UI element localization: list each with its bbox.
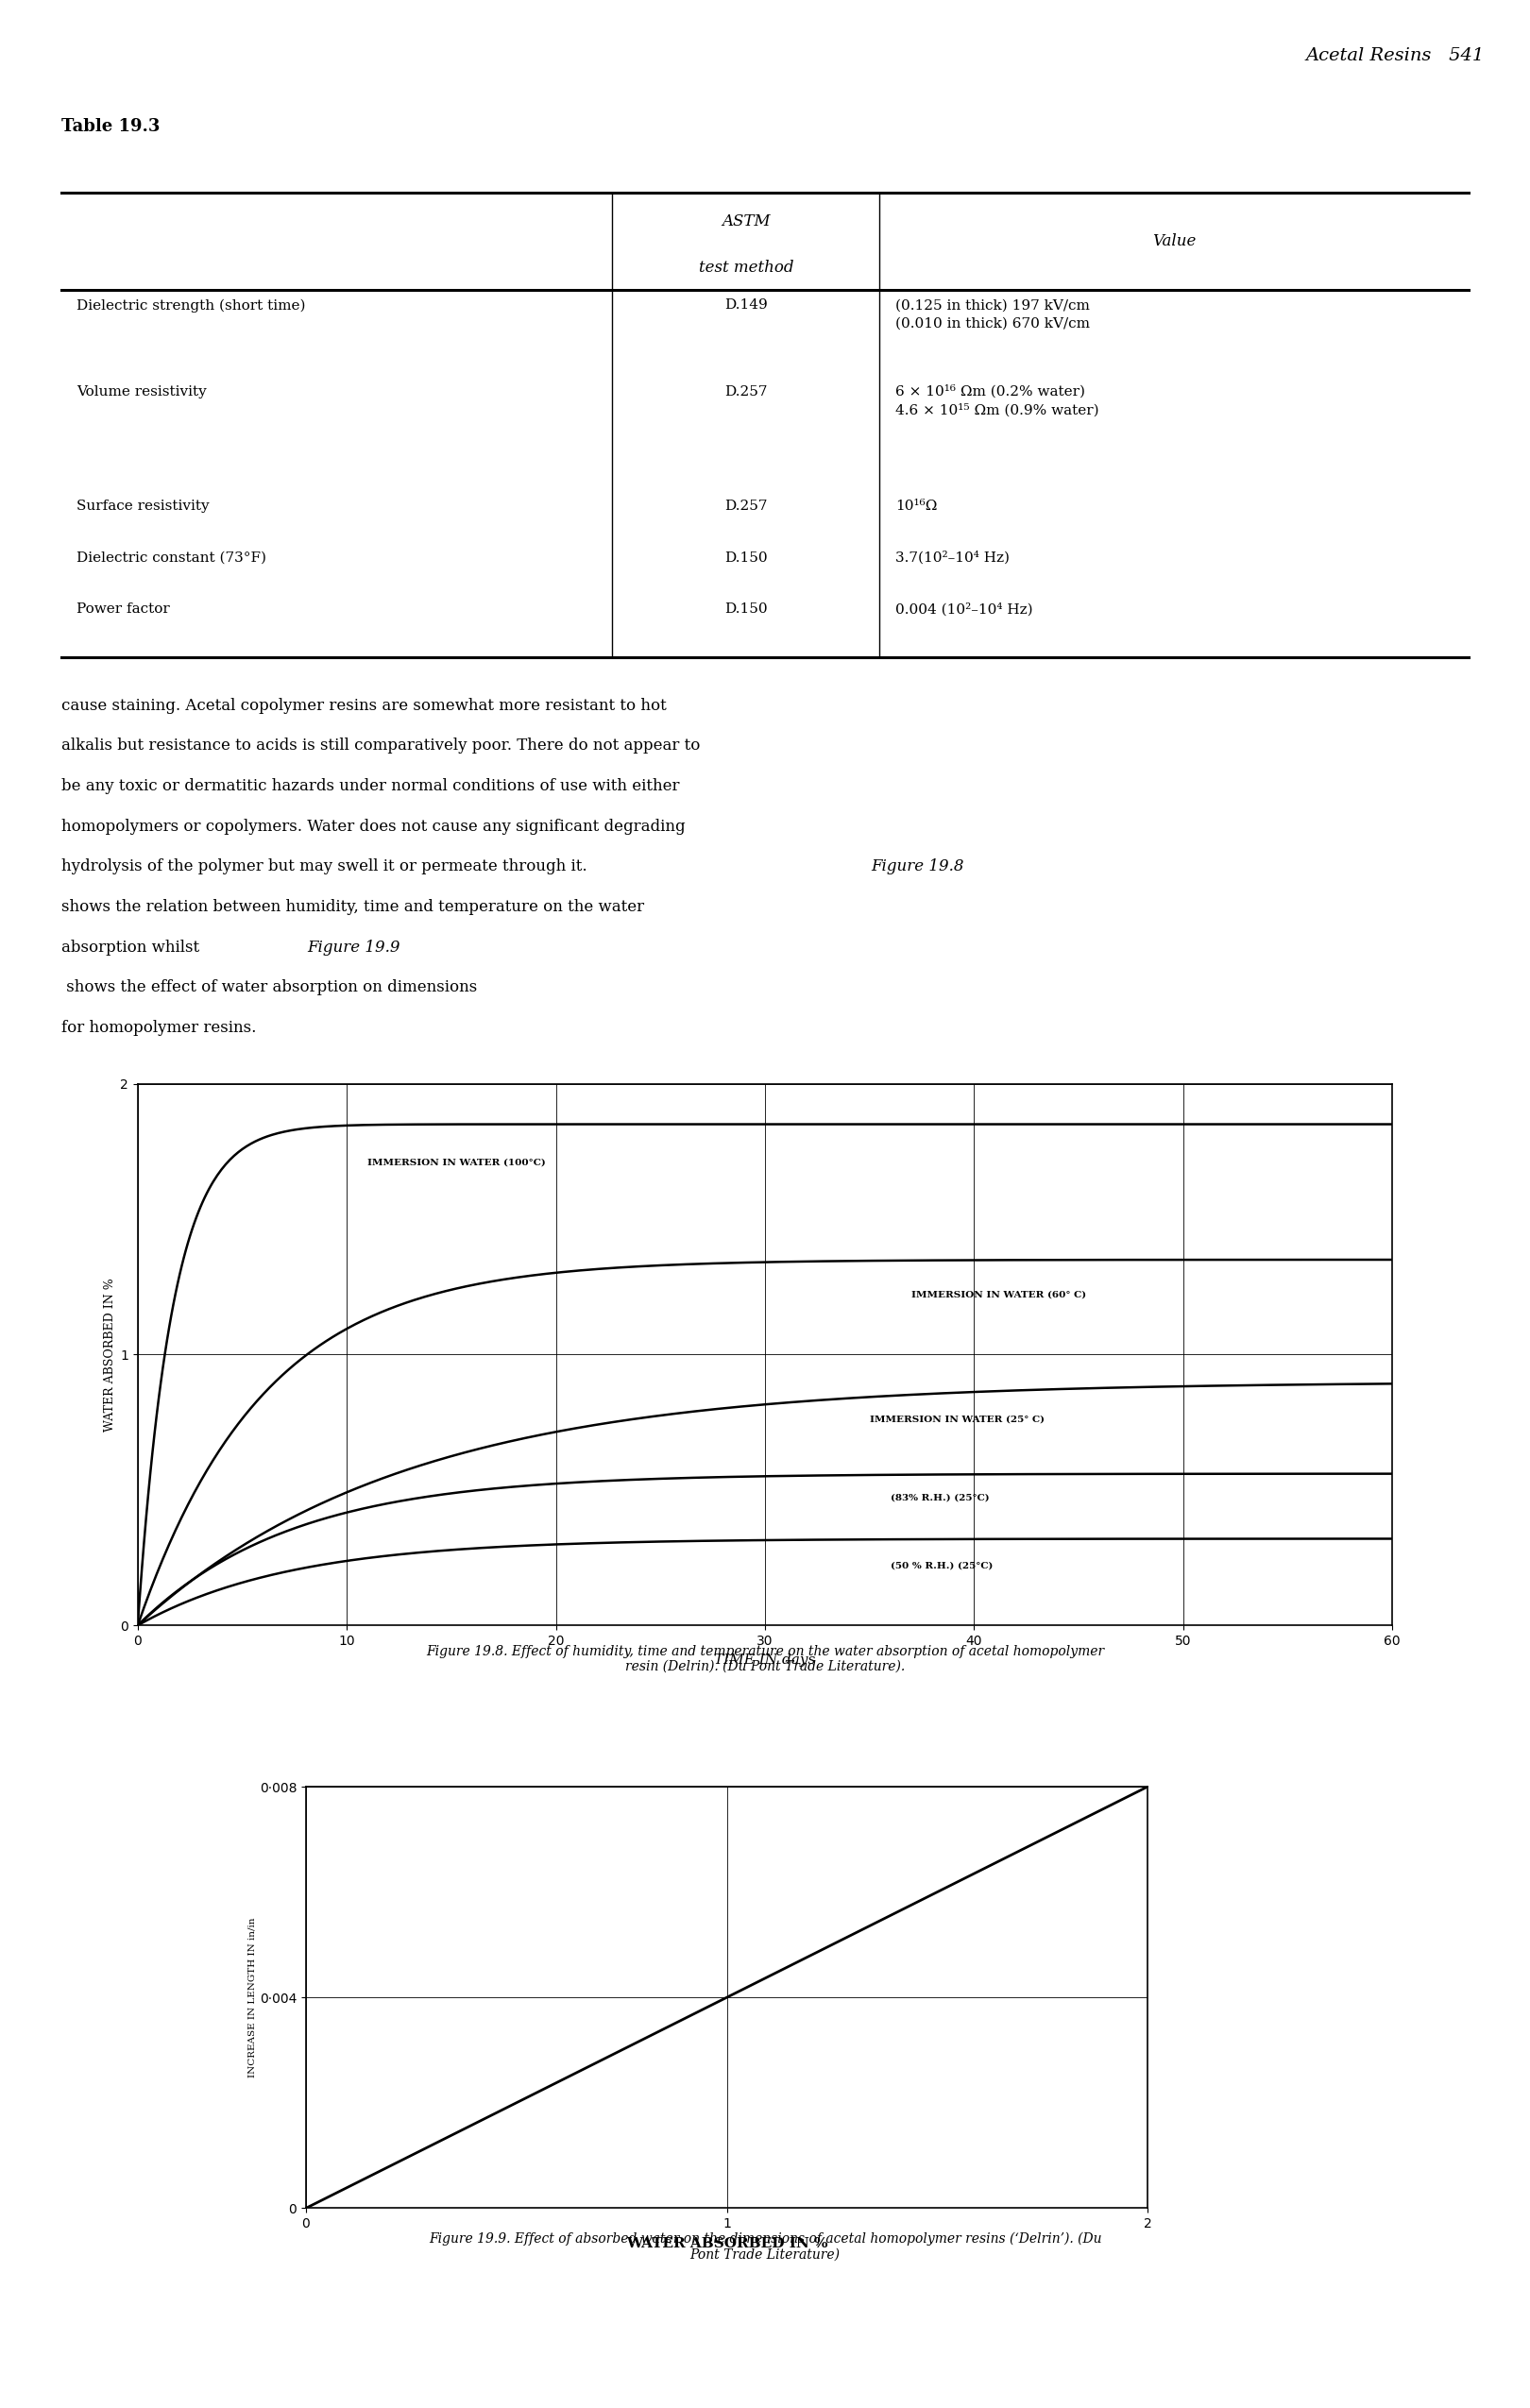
Text: Power factor: Power factor xyxy=(76,602,170,616)
Text: (83% R.H.) (25°C): (83% R.H.) (25°C) xyxy=(890,1493,990,1503)
Text: D.149: D.149 xyxy=(724,299,768,313)
Text: IMMERSION IN WATER (100°C): IMMERSION IN WATER (100°C) xyxy=(367,1158,546,1165)
Text: shows the relation between humidity, time and temperature on the water: shows the relation between humidity, tim… xyxy=(61,898,644,915)
Text: Volume resistivity: Volume resistivity xyxy=(76,385,207,397)
Text: IMMERSION IN WATER (25° C): IMMERSION IN WATER (25° C) xyxy=(869,1416,1045,1423)
Text: (0.125 in thick) 197 kV/cm
(0.010 in thick) 670 kV/cm: (0.125 in thick) 197 kV/cm (0.010 in thi… xyxy=(895,299,1089,330)
Text: D.150: D.150 xyxy=(724,602,768,616)
Text: 3.7(10²–10⁴ Hz): 3.7(10²–10⁴ Hz) xyxy=(895,551,1010,563)
Text: 0.004 (10²–10⁴ Hz): 0.004 (10²–10⁴ Hz) xyxy=(895,602,1033,616)
Text: test method: test method xyxy=(698,260,794,275)
Text: D.150: D.150 xyxy=(724,551,768,563)
Y-axis label: INCREASE IN LENGTH IN in/in: INCREASE IN LENGTH IN in/in xyxy=(248,1917,257,2078)
Text: shows the effect of water absorption on dimensions: shows the effect of water absorption on … xyxy=(61,980,477,995)
X-axis label: TIME IN days: TIME IN days xyxy=(715,1652,815,1666)
Text: Acetal Resins   541: Acetal Resins 541 xyxy=(1305,48,1484,65)
Text: D.257: D.257 xyxy=(724,498,768,513)
Text: alkalis but resistance to acids is still comparatively poor. There do not appear: alkalis but resistance to acids is still… xyxy=(61,737,701,754)
Text: 6 × 10¹⁶ Ωm (0.2% water)
4.6 × 10¹⁵ Ωm (0.9% water): 6 × 10¹⁶ Ωm (0.2% water) 4.6 × 10¹⁵ Ωm (… xyxy=(895,385,1099,417)
Text: hydrolysis of the polymer but may swell it or permeate through it.: hydrolysis of the polymer but may swell … xyxy=(61,860,592,874)
Text: 10¹⁶Ω: 10¹⁶Ω xyxy=(895,498,936,513)
Text: IMMERSION IN WATER (60° C): IMMERSION IN WATER (60° C) xyxy=(912,1291,1086,1300)
Text: Dielectric strength (short time): Dielectric strength (short time) xyxy=(76,299,306,313)
Text: Dielectric constant (73°F): Dielectric constant (73°F) xyxy=(76,551,266,563)
Text: be any toxic or dermatitic hazards under normal conditions of use with either: be any toxic or dermatitic hazards under… xyxy=(61,778,679,795)
Y-axis label: WATER ABSORBED IN %: WATER ABSORBED IN % xyxy=(104,1279,116,1430)
Text: (50 % R.H.) (25°C): (50 % R.H.) (25°C) xyxy=(890,1560,993,1570)
Text: for homopolymer resins.: for homopolymer resins. xyxy=(61,1021,256,1035)
Text: Value: Value xyxy=(1152,234,1196,250)
Text: Figure 19.9: Figure 19.9 xyxy=(308,939,401,956)
Text: Figure 19.9. Effect of absorbed water on the dimensions of acetal homopolymer re: Figure 19.9. Effect of absorbed water on… xyxy=(428,2232,1102,2261)
Text: Figure 19.8. Effect of humidity, time and temperature on the water absorption of: Figure 19.8. Effect of humidity, time an… xyxy=(425,1645,1105,1674)
Text: cause staining. Acetal copolymer resins are somewhat more resistant to hot: cause staining. Acetal copolymer resins … xyxy=(61,698,667,713)
Text: ASTM: ASTM xyxy=(722,214,770,229)
Text: Figure 19.8: Figure 19.8 xyxy=(871,860,964,874)
Text: homopolymers or copolymers. Water does not cause any significant degrading: homopolymers or copolymers. Water does n… xyxy=(61,819,685,836)
Text: Surface resistivity: Surface resistivity xyxy=(76,498,210,513)
X-axis label: WATER ABSORBED IN %: WATER ABSORBED IN % xyxy=(626,2237,828,2251)
Text: D.257: D.257 xyxy=(724,385,768,397)
Text: Table 19.3: Table 19.3 xyxy=(61,118,159,135)
Text: absorption whilst: absorption whilst xyxy=(61,939,203,956)
